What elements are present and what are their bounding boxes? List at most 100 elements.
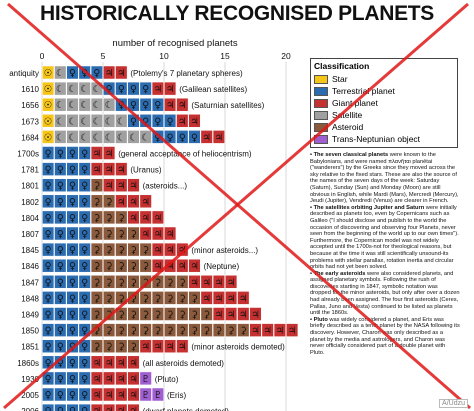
planet-symbol: ☾ [105,116,114,127]
planet-symbol: ♃ [105,68,114,79]
planet-symbol: ♀ [179,132,186,143]
planet-symbol: ♃ [202,132,211,143]
planet-symbol: ⚳ [130,261,137,272]
row-annotation: (Neptune) [204,262,240,271]
planet-symbol: ♃ [117,406,126,411]
planet-symbol: ⚳ [93,293,100,304]
row-annotation: (general acceptance of heliocentrism) [118,150,252,159]
x-axis-label: number of recognised planets [112,38,237,49]
x-tick-label: 0 [40,51,45,61]
planet-symbol: ⚳ [106,342,113,353]
planet-symbol: ♃ [215,132,224,143]
planet-symbol: ♃ [166,84,175,95]
planet-symbol: ☾ [80,84,89,95]
year-label: 1802 [21,198,39,207]
planet-symbol: ♀ [45,374,52,385]
planet-symbol: ♀ [69,326,76,337]
legend-item: Satellite [314,109,454,121]
planet-symbol: ♃ [117,165,126,176]
year-label: 1656 [21,101,39,110]
planet-symbol: ♃ [154,84,163,95]
row-annotation: (dwarf planets demoted) [143,407,230,411]
planet-symbol: ☉ [44,84,53,95]
planet-symbol: ⚳ [167,326,174,337]
row-annotation: (minor asteroids demoted) [191,343,285,352]
row-annotation: (all asteroids demoted) [143,359,225,368]
year-label: 1851 [21,343,39,352]
planet-symbol: ♀ [45,293,52,304]
planet-symbol: ⚳ [106,310,113,321]
planet-symbol: ♃ [166,100,175,111]
planet-symbol: ♀ [45,213,52,224]
planet-symbol: ⚳ [179,293,186,304]
planet-symbol: ♃ [129,374,138,385]
planet-symbol: ♃ [141,197,150,208]
planet-symbol: ♀ [69,229,76,240]
planet-symbol: ☾ [68,100,77,111]
row-annotation: (Saturnian satellites) [191,101,264,110]
planet-symbol: ☾ [80,132,89,143]
planet-symbol: ♀ [57,245,64,256]
planet-symbol: ⚳ [130,229,137,240]
planet-symbol: ♀ [57,310,64,321]
planet-symbol: ⚳ [130,342,137,353]
planet-symbol: ♃ [105,390,114,401]
planet-symbol: ♀ [45,406,52,411]
planet-symbol: ⚳ [106,277,113,288]
planet-symbol: ⚳ [167,293,174,304]
planet-symbol: ♃ [215,310,224,321]
year-label: 1781 [21,166,39,175]
legend-swatch [314,74,328,84]
planet-symbol: ♃ [154,342,163,353]
planet-symbol: ☾ [56,84,65,95]
planet-symbol: ♀ [45,310,52,321]
planet-symbol: ♃ [129,213,138,224]
planet-symbol: ♀ [69,213,76,224]
planet-symbol: ♀ [118,84,125,95]
year-label: 1847 [21,278,39,287]
planet-symbol: ♃ [166,342,175,353]
planet-symbol: ♀ [45,245,52,256]
planet-symbol: ♃ [117,390,126,401]
planet-symbol: ♀ [69,181,76,192]
planet-symbol: ⚳ [191,310,198,321]
planet-symbol: ♀ [45,390,52,401]
planet-symbol: ♀ [45,181,52,192]
planet-symbol: ♀ [142,116,149,127]
note-paragraph: • The seven classical planets were known… [310,152,460,205]
planet-symbol: ⚳ [93,277,100,288]
planet-symbol: ♃ [93,165,102,176]
planet-symbol: ♀ [130,100,137,111]
planet-symbol: ⚳ [106,245,113,256]
planet-symbol: ♃ [239,293,248,304]
note-heading: • The seven classical planets [310,152,389,158]
planet-symbol: ⚳ [154,277,161,288]
planet-symbol: ♀ [167,116,174,127]
planet-symbol: ♃ [141,213,150,224]
planet-symbol: ♀ [154,100,161,111]
planet-symbol: ♀ [81,245,88,256]
row-annotation: (Pluto) [155,375,179,384]
planet-symbol: ♃ [105,165,114,176]
planet-symbol: ⚳ [118,342,125,353]
legend-item: Trans-Neptunian object [314,133,454,145]
planet-symbol: ⚳ [203,326,210,337]
planet-symbol: ☾ [117,116,126,127]
planet-symbol: ♀ [81,277,88,288]
note-body: was widely considered a planet, and Eris… [310,316,460,356]
legend-item: Giant planet [314,97,454,109]
legend-item: Terrestrial planet [314,85,454,97]
x-tick-label: 5 [101,51,106,61]
planet-symbol: ♀ [81,406,88,411]
planet-symbol: ♃ [190,116,199,127]
planet-symbol: ♃ [117,358,126,369]
planet-symbol: ⚳ [191,326,198,337]
planet-symbol: ⚳ [154,310,161,321]
planet-symbol: ⚳ [167,310,174,321]
row-annotation: (Uranus) [130,166,161,175]
row-annotation: (Eris) [167,391,186,400]
planet-symbol: ♃ [105,374,114,385]
planet-symbol: ♀ [57,406,64,411]
planet-symbol: ⚳ [93,181,100,192]
planet-symbol: ♀ [106,84,113,95]
